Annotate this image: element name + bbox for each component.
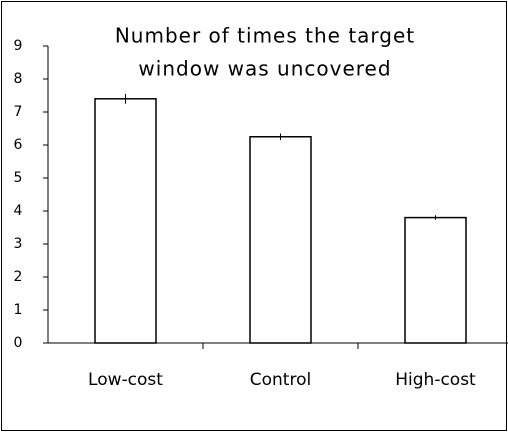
y-tick-label: 1 <box>14 302 23 318</box>
bar <box>404 216 467 344</box>
y-tick-label: 5 <box>14 170 23 186</box>
bar <box>94 98 157 344</box>
y-tick-label: 8 <box>14 71 23 87</box>
y-tick-label: 0 <box>14 335 23 351</box>
chart-title: window was uncovered <box>138 57 391 81</box>
x-tick-label: Low-cost <box>88 370 163 390</box>
y-tick-label: 2 <box>14 269 23 285</box>
chart-title: Number of times the target <box>115 24 415 48</box>
x-tick-label: High-cost <box>395 370 476 390</box>
x-tick-label: Control <box>250 370 311 390</box>
bar <box>249 136 312 344</box>
y-tick-label: 6 <box>14 137 23 153</box>
y-tick-label: 3 <box>14 236 23 252</box>
y-tick-label: 4 <box>14 203 23 219</box>
y-tick-label: 7 <box>14 104 23 120</box>
y-tick-label: 9 <box>14 38 23 54</box>
